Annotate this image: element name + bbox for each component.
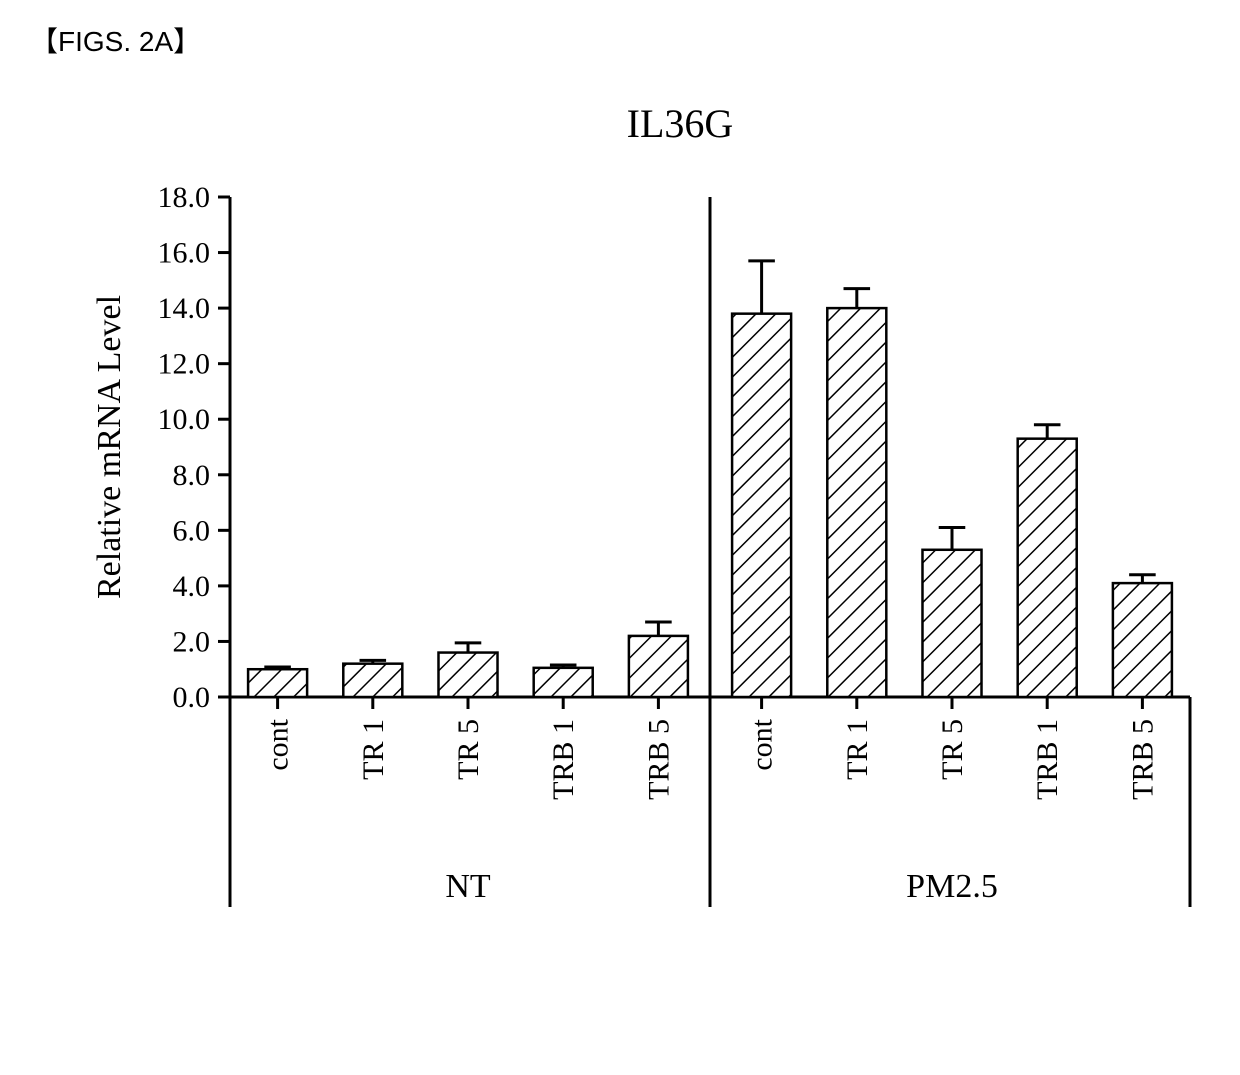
svg-text:cont: cont <box>746 718 779 770</box>
svg-text:TR 1: TR 1 <box>841 719 874 780</box>
figure-label: 【FIGS. 2A】 <box>30 20 1220 60</box>
svg-text:PM2.5: PM2.5 <box>906 868 998 905</box>
svg-text:0.0: 0.0 <box>173 681 211 714</box>
svg-text:TR 1: TR 1 <box>357 719 390 780</box>
svg-text:Relative mRNA Level: Relative mRNA Level <box>91 295 128 599</box>
bar-chart: 0.0 2.0 4.0 6.0 8.0 10.0 12.0 14.0 16.0 18.0 Relat… <box>80 177 1200 927</box>
svg-text:8.0: 8.0 <box>173 459 211 492</box>
svg-text:TRB 1: TRB 1 <box>1031 719 1064 800</box>
svg-text:TR 5: TR 5 <box>936 719 969 780</box>
svg-text:NT: NT <box>445 868 491 905</box>
svg-text:4.0: 4.0 <box>173 570 211 603</box>
svg-text:12.0: 12.0 <box>158 348 211 381</box>
svg-text:TR 5: TR 5 <box>452 719 485 780</box>
svg-text:16.0: 16.0 <box>158 237 211 270</box>
svg-text:cont: cont <box>262 718 295 770</box>
svg-text:6.0: 6.0 <box>173 514 211 547</box>
svg-text:14.0: 14.0 <box>158 292 211 325</box>
chart-title: IL36G <box>180 100 1180 147</box>
svg-text:18.0: 18.0 <box>158 181 211 214</box>
svg-text:TRB 1: TRB 1 <box>547 719 580 800</box>
chart-container: IL36G 0.0 2.0 4.0 6.0 8.0 10.0 12.0 14.0 16.0 18.… <box>80 100 1180 927</box>
svg-text:TRB 5: TRB 5 <box>1126 719 1159 800</box>
svg-text:TRB 5: TRB 5 <box>642 719 675 800</box>
svg-text:10.0: 10.0 <box>158 403 211 436</box>
svg-text:2.0: 2.0 <box>173 625 211 658</box>
